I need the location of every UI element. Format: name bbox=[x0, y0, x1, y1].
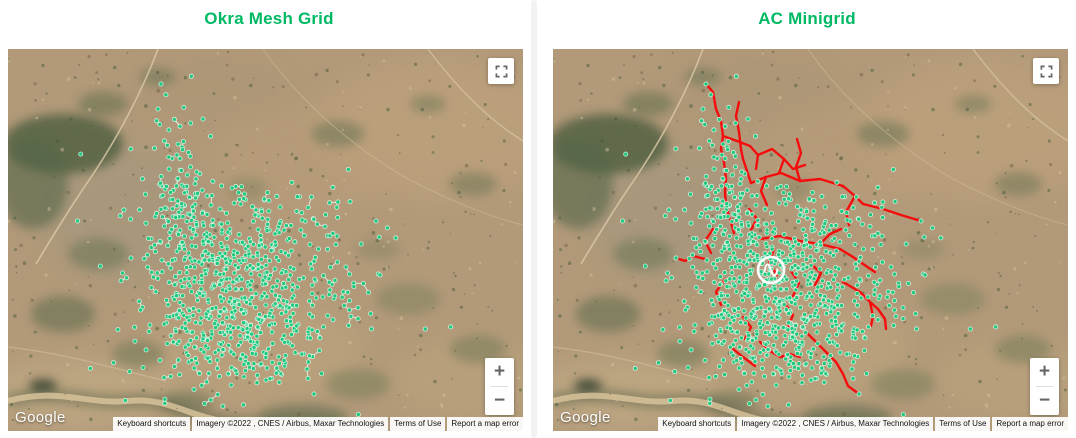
map-canvas-okra[interactable]: + − Google Keyboard shortcuts Imagery ©2… bbox=[8, 49, 523, 431]
google-logo[interactable]: Google bbox=[15, 409, 66, 426]
panel-title-okra: Okra Mesh Grid bbox=[204, 9, 334, 28]
dots-layer bbox=[75, 73, 454, 417]
terrain-layer bbox=[8, 49, 523, 431]
ac-minigrid-panel: AC Minigrid + − Google Keyboard shortcut… bbox=[538, 0, 1076, 438]
zoom-separator bbox=[1036, 386, 1053, 387]
zoom-separator bbox=[491, 386, 508, 387]
imagery-attribution: Imagery ©2022 , CNES / Airbus, Maxar Tec… bbox=[737, 417, 934, 431]
fullscreen-icon bbox=[495, 65, 507, 77]
okra-mesh-grid-panel: Okra Mesh Grid + − Google Keyboard short… bbox=[0, 0, 538, 431]
satellite-map-okra bbox=[8, 49, 523, 431]
terrain-layer bbox=[553, 49, 1068, 431]
fullscreen-button[interactable] bbox=[1033, 58, 1059, 84]
keyboard-shortcuts-button[interactable]: Keyboard shortcuts bbox=[113, 417, 191, 431]
map-canvas-minigrid[interactable]: + − Google Keyboard shortcuts Imagery ©2… bbox=[553, 49, 1068, 431]
panel-header: AC Minigrid bbox=[538, 0, 1076, 49]
report-map-error-link[interactable]: Report a map error bbox=[992, 417, 1068, 431]
zoom-in-button[interactable]: + bbox=[1030, 358, 1059, 386]
terms-of-use-link[interactable]: Terms of Use bbox=[935, 417, 991, 431]
attribution-bar: Keyboard shortcuts Imagery ©2022 , CNES … bbox=[658, 417, 1068, 431]
google-logo[interactable]: Google bbox=[560, 409, 611, 426]
imagery-attribution: Imagery ©2022 , CNES / Airbus, Maxar Tec… bbox=[192, 417, 389, 431]
fullscreen-icon bbox=[1040, 65, 1052, 77]
zoom-control: + − bbox=[1030, 358, 1059, 415]
zoom-in-button[interactable]: + bbox=[485, 358, 514, 386]
panel-header: Okra Mesh Grid bbox=[0, 0, 538, 49]
zoom-control: + − bbox=[485, 358, 514, 415]
panel-title-minigrid: AC Minigrid bbox=[758, 9, 856, 28]
terms-of-use-link[interactable]: Terms of Use bbox=[390, 417, 446, 431]
zoom-out-button[interactable]: − bbox=[1030, 387, 1059, 415]
fullscreen-button[interactable] bbox=[488, 58, 514, 84]
ac-source-icon bbox=[756, 255, 786, 285]
panel-divider bbox=[531, 0, 537, 438]
zoom-out-button[interactable]: − bbox=[485, 387, 514, 415]
keyboard-shortcuts-button[interactable]: Keyboard shortcuts bbox=[658, 417, 736, 431]
satellite-map-minigrid bbox=[553, 49, 1068, 431]
attribution-bar: Keyboard shortcuts Imagery ©2022 , CNES … bbox=[113, 417, 523, 431]
report-map-error-link[interactable]: Report a map error bbox=[447, 417, 523, 431]
